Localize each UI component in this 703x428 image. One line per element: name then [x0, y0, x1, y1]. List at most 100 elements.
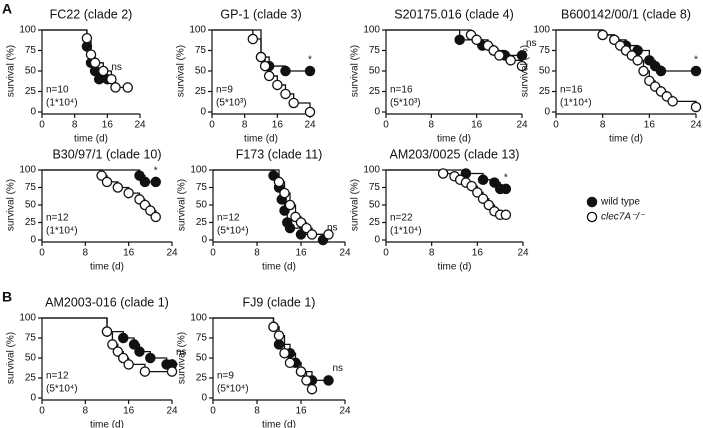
x-axis-label: time (d) [609, 134, 643, 145]
y-tick-label: 0 [200, 107, 206, 118]
survival-point [638, 65, 649, 77]
panel: FC22 (clade 2) 0 25 50 75 100 0 8 16 24 time (d) su… [6, 7, 146, 144]
legend-label: clec7A⁻/⁻ [601, 212, 645, 223]
inoculum: (5*10³) [390, 98, 421, 109]
x-tick-label: 16 [123, 406, 135, 417]
x-tick-label: 16 [472, 248, 484, 259]
sample-size: n=9 [216, 85, 233, 96]
survival-point [112, 182, 124, 193]
sample-size: n=16 [390, 85, 413, 96]
x-tick-label: 16 [102, 120, 114, 131]
survival-point [597, 29, 608, 41]
x-axis-label: time (d) [438, 262, 472, 273]
panel: S20175.016 (clade 4) 0 25 50 75 100 0 8 16 24 time… [350, 7, 537, 144]
chart-title: FJ9 (clade 1) [243, 295, 316, 309]
y-tick-label: 50 [539, 66, 551, 77]
sample-size: n=10 [46, 85, 69, 96]
legend-label: wild type [600, 197, 640, 208]
survival-point [150, 211, 161, 223]
survival-point [690, 101, 702, 113]
panel: FJ9 (clade 1) 0 25 50 75 100 0 8 16 24 time (d) sur… [177, 295, 351, 428]
x-tick-label: 8 [83, 406, 89, 417]
x-tick-label: 8 [254, 248, 260, 259]
y-axis-label: survival (%) [177, 179, 188, 231]
y-tick-label: 75 [539, 45, 551, 56]
survival-point [247, 33, 259, 45]
y-tick-label: 100 [189, 25, 206, 36]
panel: GP-1 (clade 3) 0 25 50 75 100 0 8 16 24 time (d) su… [176, 7, 316, 144]
inoculum: (1*10⁴) [46, 98, 78, 109]
x-tick-label: 24 [304, 120, 316, 131]
x-axis-label: time (d) [262, 420, 296, 428]
x-tick-label: 8 [72, 120, 78, 131]
y-tick-label: 100 [19, 25, 36, 36]
y-tick-label: 50 [25, 353, 37, 364]
chart-title: FC22 (clade 2) [50, 7, 133, 21]
survival-point [107, 339, 118, 350]
panel-label: B [2, 289, 12, 305]
chart-title: AM203/0025 (clade 13) [390, 147, 520, 161]
x-tick-label: 8 [429, 120, 435, 131]
survival-point [128, 339, 140, 350]
x-tick-label: 8 [429, 248, 435, 259]
x-tick-label: 24 [517, 248, 529, 259]
significance: * [694, 55, 698, 66]
survival-point [323, 229, 334, 240]
y-tick-label: 100 [190, 165, 207, 176]
y-tick-label: 75 [196, 333, 208, 344]
significance: ns [327, 223, 338, 234]
survival-point [145, 352, 156, 364]
x-tick-label: 16 [471, 120, 483, 131]
x-axis-label: time (d) [262, 262, 296, 273]
inoculum: (1*10⁴) [560, 98, 592, 109]
panel: AM203/0025 (clade 13) 0 25 50 75 100 0 8 16 24 tim… [350, 147, 529, 272]
inoculum: (5*10³) [216, 98, 247, 109]
chart-title: GP-1 (clade 3) [220, 7, 301, 21]
survival-point [632, 55, 643, 66]
significance: ns [111, 62, 122, 73]
y-axis-label: survival (%) [176, 45, 187, 97]
y-tick-label: 25 [369, 217, 381, 228]
y-axis-label: survival (%) [350, 45, 361, 97]
survival-point [690, 65, 702, 77]
x-axis-label: time (d) [90, 262, 124, 273]
x-tick-label: 0 [39, 120, 45, 131]
survival-point [323, 375, 334, 386]
survival-point [437, 168, 449, 179]
y-tick-label: 25 [25, 217, 37, 228]
survival-step [386, 29, 523, 67]
significance: ns [176, 347, 187, 358]
y-tick-label: 50 [369, 66, 381, 77]
panel-label: A [2, 1, 12, 17]
survival-point [516, 60, 528, 72]
survival-point [273, 330, 285, 341]
chart-title: AM2003-016 (clade 1) [45, 295, 169, 309]
x-tick-label: 8 [242, 120, 248, 131]
y-tick-label: 0 [30, 393, 36, 404]
legend-marker [586, 211, 598, 223]
survival-point [667, 96, 678, 107]
y-tick-label: 75 [195, 45, 207, 56]
survival-point [150, 176, 161, 188]
survival-point [123, 187, 134, 199]
y-tick-label: 100 [19, 165, 36, 176]
chart-title: B30/97/1 (clade 10) [52, 147, 161, 161]
survival-point [284, 222, 296, 234]
x-tick-label: 24 [339, 406, 351, 417]
survival-point [472, 187, 483, 198]
y-tick-label: 100 [19, 313, 36, 324]
y-tick-label: 100 [363, 25, 380, 36]
survival-point [471, 34, 482, 46]
inoculum: (5*10⁴) [46, 384, 78, 395]
x-tick-label: 0 [39, 406, 45, 417]
x-tick-label: 24 [690, 120, 702, 131]
y-tick-label: 25 [25, 86, 37, 97]
survival-point [85, 49, 97, 60]
survival-point [500, 183, 512, 195]
survival-point [306, 383, 318, 395]
y-tick-label: 0 [374, 107, 380, 118]
legend-marker [586, 196, 598, 208]
x-tick-label: 0 [553, 120, 559, 131]
y-tick-label: 50 [369, 200, 381, 211]
